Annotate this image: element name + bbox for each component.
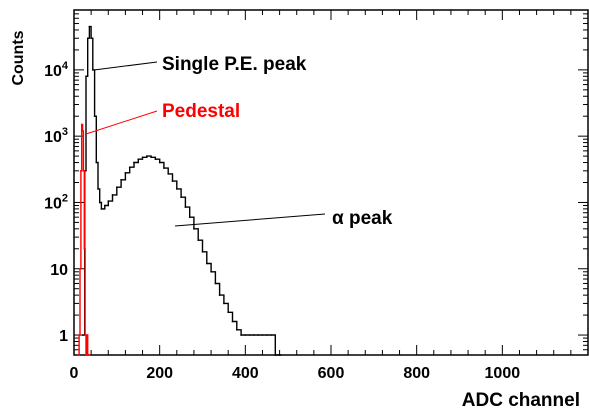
- series-0-point: [158, 161, 161, 164]
- series-0-point: [257, 334, 259, 336]
- series-0-point: [116, 186, 118, 188]
- series-1-point: [80, 170, 82, 172]
- series-0-point: [265, 334, 268, 336]
- plot-frame: [73, 9, 589, 356]
- series-1-point: [86, 334, 88, 336]
- series-0-point: [227, 311, 229, 314]
- series-1-point: [82, 170, 85, 172]
- series-0-point: [218, 294, 221, 296]
- series-layer: [77, 25, 282, 356]
- series-0-point: [188, 216, 191, 218]
- series-0-point: [81, 334, 84, 336]
- series-0-point: [240, 334, 242, 336]
- series-0-point: [180, 196, 182, 199]
- series-0-point: [171, 180, 174, 182]
- series-0-point: [100, 208, 103, 210]
- series-0-point: [111, 194, 114, 196]
- series-0-point: [124, 172, 127, 174]
- series-1-point: [78, 334, 80, 336]
- series-0-point: [167, 173, 170, 175]
- pedestal-leader-line: [85, 110, 158, 135]
- series-0-point: [274, 354, 277, 356]
- series-0-point: [214, 282, 217, 285]
- series-1-point: [79, 267, 81, 270]
- annotation-layer: Single P.E. peak Pedestal α peak: [85, 54, 393, 229]
- series-0-point: [98, 201, 101, 204]
- y-tick-label: 104: [44, 60, 69, 80]
- alpha-peak-leader-line: [174, 213, 326, 227]
- series-0-point: [120, 178, 122, 181]
- series-0-point: [93, 115, 96, 118]
- series-0-point: [137, 158, 140, 160]
- single-pe-annotation: Single P.E. peak: [162, 54, 307, 75]
- series-1-point: [77, 354, 80, 356]
- series-0-point: [244, 334, 247, 336]
- series-0-point: [184, 206, 187, 208]
- single-pe-leader-line: [93, 61, 158, 71]
- series-1-point: [81, 130, 84, 132]
- series-0-point: [90, 37, 92, 40]
- series-0-point: [210, 270, 212, 273]
- axis-ticks: [73, 9, 589, 356]
- x-tick-labels: 0 200 400 600 800 1000: [70, 365, 521, 382]
- y-tick-label: 1: [59, 328, 68, 345]
- series-0-point: [154, 158, 157, 160]
- x-tick-label: 600: [318, 365, 345, 382]
- series-1-line: [78, 123, 91, 356]
- series-0-point: [141, 156, 144, 159]
- series-1-point: [87, 354, 90, 356]
- series-0-point: [253, 334, 255, 336]
- series-0-point: [197, 239, 200, 241]
- y-tick-labels: 1 10 102 103 104: [44, 60, 69, 345]
- series-0-point: [231, 320, 234, 323]
- alpha-peak-annotation: α peak: [332, 208, 393, 229]
- series-0-point: [176, 188, 178, 190]
- series-0-point: [97, 188, 99, 190]
- series-0-point: [201, 251, 204, 253]
- series-0-point: [261, 334, 264, 336]
- series-0-point: [86, 37, 89, 40]
- pedestal-annotation: Pedestal: [162, 101, 240, 122]
- x-tick-label: 200: [146, 365, 173, 382]
- series-1-point: [85, 354, 87, 356]
- series-0-point: [223, 302, 225, 305]
- y-tick-label: 10: [50, 262, 68, 279]
- series-0-point: [163, 167, 165, 169]
- series-0-point: [248, 334, 251, 336]
- x-tick-label: 800: [403, 365, 430, 382]
- series-0-point: [270, 334, 272, 336]
- series-0-point: [205, 262, 208, 265]
- series-0-point: [85, 75, 87, 78]
- series-0-point: [128, 166, 131, 169]
- series-0-point: [88, 25, 91, 28]
- y-axis-label: Counts: [10, 30, 27, 85]
- series-0-point: [235, 328, 238, 331]
- x-tick-label: 400: [232, 365, 259, 382]
- x-axis-label: ADC channel: [462, 390, 580, 411]
- x-tick-label: 1000: [485, 365, 521, 382]
- x-tick-label: 0: [70, 365, 79, 382]
- series-0-point: [107, 200, 110, 202]
- series-0-point: [278, 354, 281, 356]
- series-0-point: [102, 208, 104, 210]
- series-0-point: [104, 204, 106, 207]
- series-0-line: [82, 25, 282, 356]
- y-tick-label: 103: [44, 126, 68, 146]
- series-0-point: [146, 155, 148, 157]
- series-0-point: [150, 156, 152, 159]
- y-tick-label: 102: [44, 192, 68, 212]
- series-0-point: [95, 161, 98, 164]
- series-1-point: [83, 247, 86, 250]
- series-0-point: [133, 161, 135, 164]
- series-1-point: [84, 334, 86, 336]
- series-0-point: [92, 69, 94, 71]
- series-1-point: [80, 123, 83, 126]
- series-0-point: [193, 228, 195, 230]
